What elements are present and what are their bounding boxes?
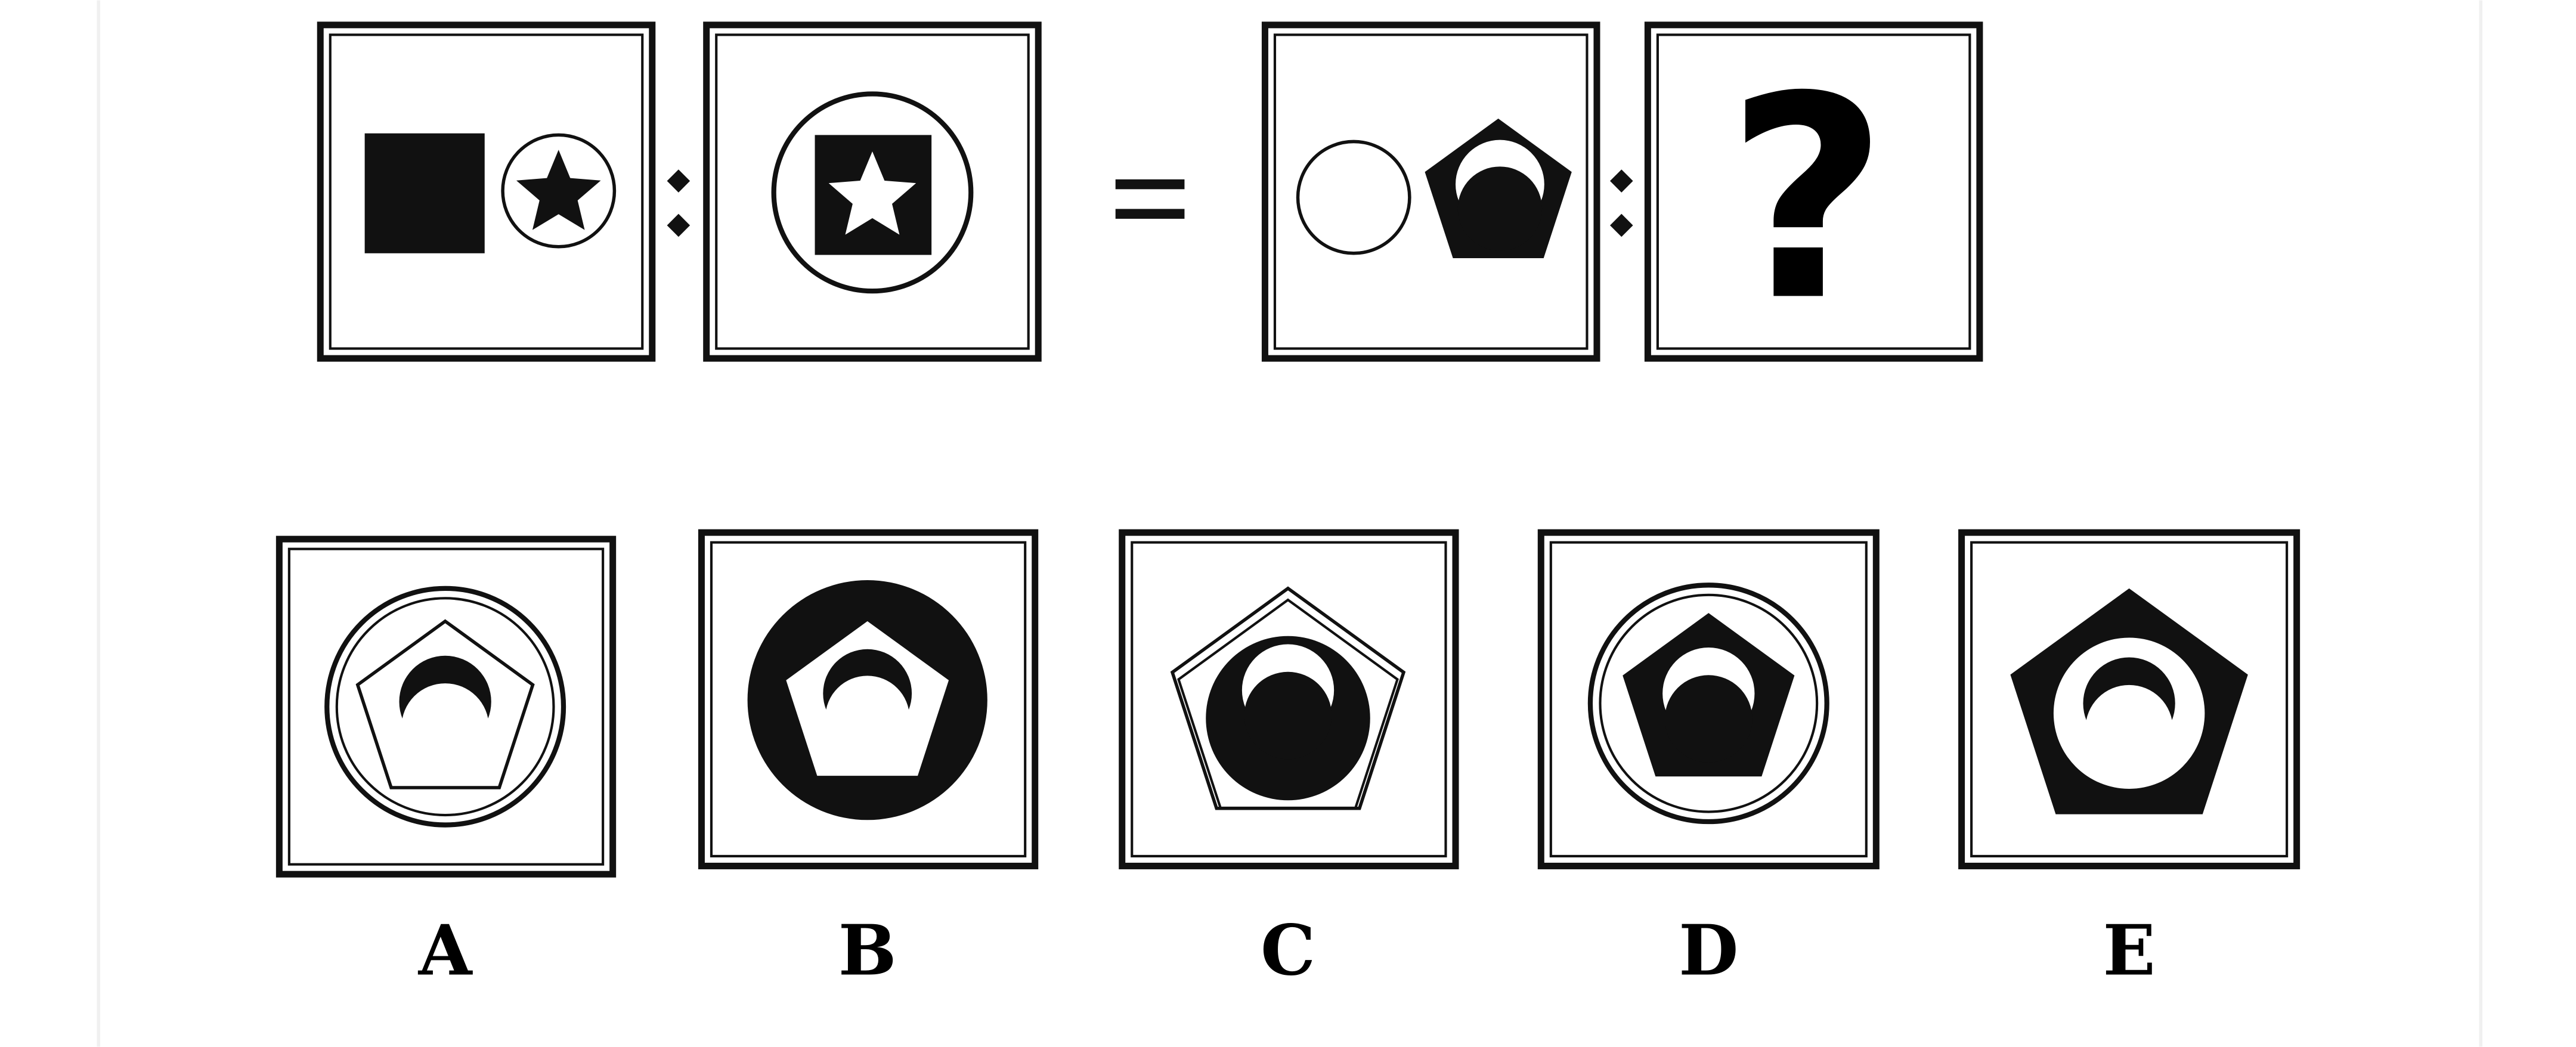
pentagon (1177, 598, 1399, 809)
frame (703, 21, 1042, 362)
circle (401, 683, 489, 771)
option-label: C (1261, 910, 1315, 991)
square (364, 133, 485, 253)
circle (1665, 675, 1753, 763)
circle (1244, 671, 1332, 760)
frame-inner (1273, 33, 1589, 350)
circle (1457, 166, 1543, 251)
frame-inner (329, 33, 644, 350)
star (828, 151, 917, 235)
circle (1296, 140, 1411, 255)
frame-inner (1131, 541, 1447, 857)
frame-inner (287, 547, 605, 866)
question-mark: ? (1726, 37, 1888, 362)
option-label: E (2103, 910, 2156, 991)
circle (335, 597, 555, 817)
frame (1644, 21, 1983, 362)
circle (1599, 593, 1819, 813)
frame-inner (710, 541, 1027, 857)
option-label: D (1679, 910, 1738, 991)
equals-bar (1115, 179, 1185, 190)
circle (825, 676, 910, 760)
frame (1958, 529, 2301, 869)
option-label: A (418, 910, 473, 991)
equals-bar (1115, 209, 1185, 219)
frame (1261, 21, 1600, 362)
frame (275, 535, 617, 878)
circle (2085, 684, 2173, 773)
option-label: B (838, 910, 897, 991)
star (516, 150, 601, 230)
frame-inner (1970, 541, 2289, 857)
frame-inner (715, 33, 1030, 350)
frame (317, 21, 656, 362)
frame (1119, 529, 1459, 869)
frame-inner (1549, 541, 1868, 857)
frame (698, 529, 1039, 869)
frame-inner (1656, 33, 1971, 350)
frame (1537, 529, 1880, 869)
figures (275, 21, 2301, 878)
